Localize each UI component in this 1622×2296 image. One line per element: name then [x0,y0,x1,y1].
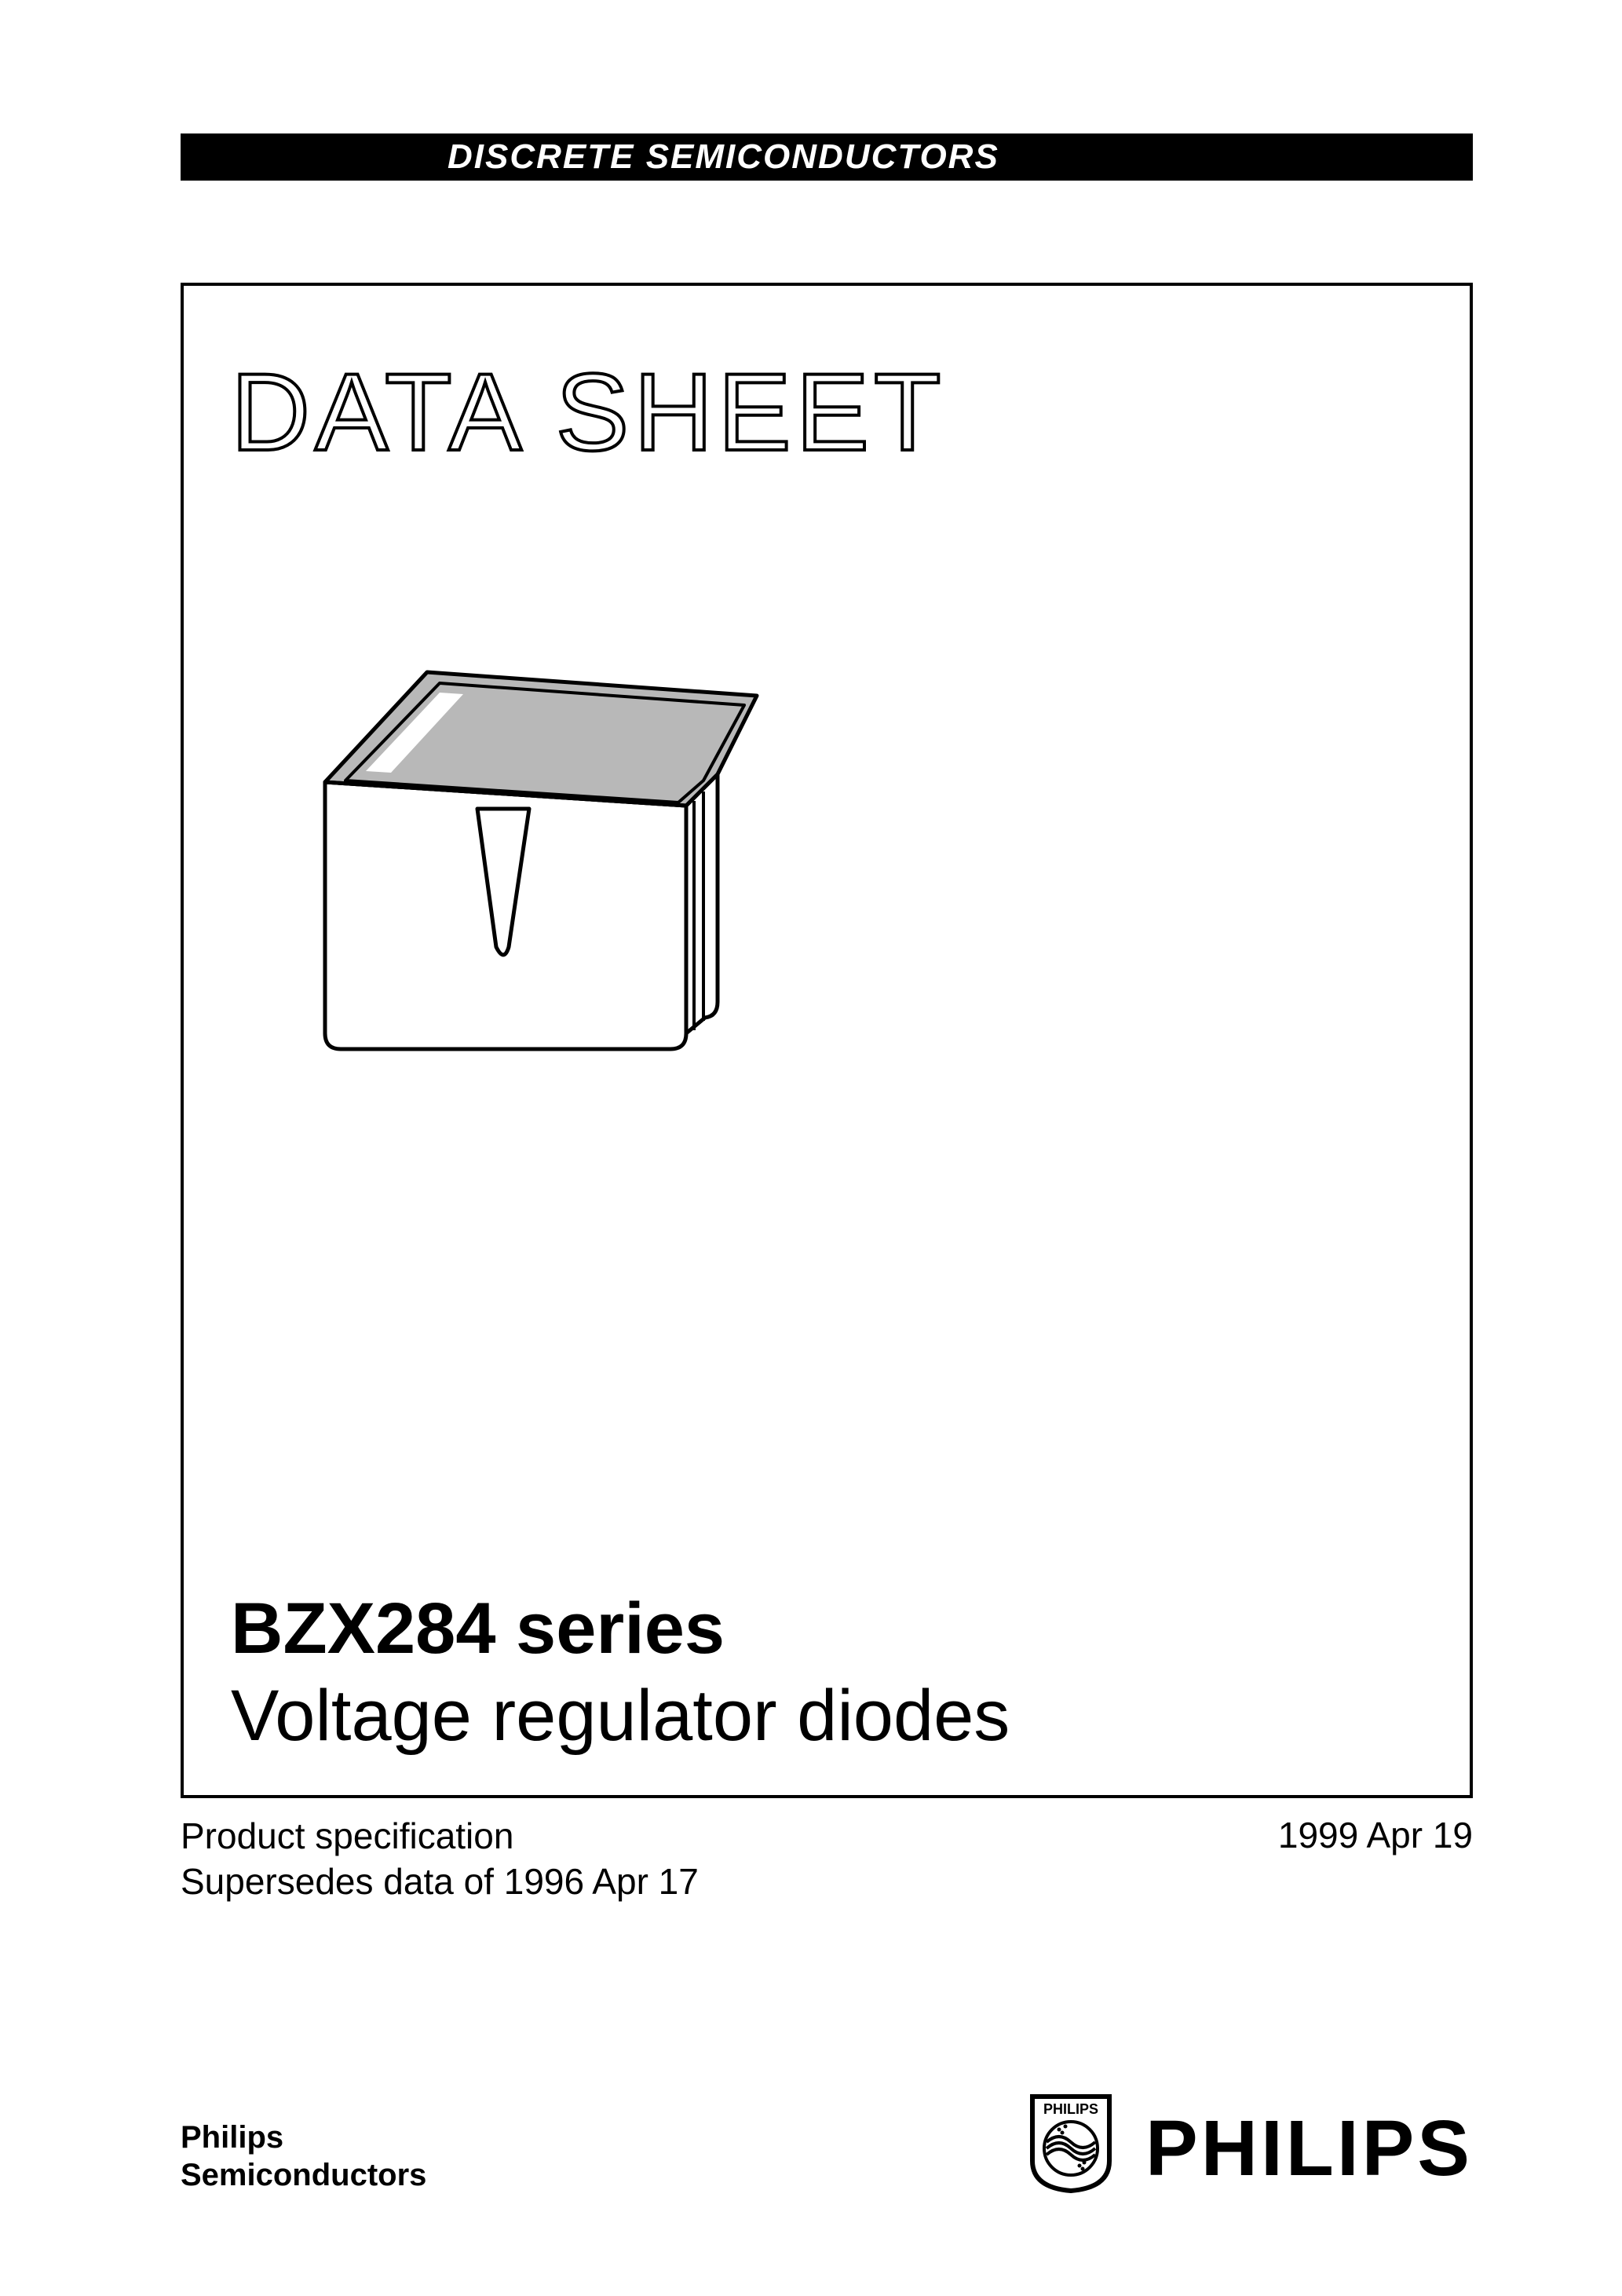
meta-row: Product specification Supersedes data of… [181,1814,1473,1904]
footer-brand-line2: Semiconductors [181,2156,426,2194]
philips-wordmark: PHILIPS [1145,2104,1473,2194]
footer-left: Philips Semiconductors [181,2119,426,2194]
philips-shield-icon: PHILIPS [1028,2092,1114,2194]
series-block: BZX284 series Voltage regulator diodes [231,1588,1010,1757]
main-box: DATA SHEET BZX284 series Voltage regulat… [181,283,1473,1798]
spec-line: Product specification [181,1814,699,1859]
footer-brand-line1: Philips [181,2119,426,2156]
svg-text:PHILIPS: PHILIPS [1043,2101,1098,2117]
meta-date: 1999 Apr 19 [1278,1814,1473,1904]
page: DISCRETE SEMICONDUCTORS DATA SHEET BZX28… [0,0,1622,2296]
header-bar: DISCRETE SEMICONDUCTORS [181,133,1473,181]
footer: Philips Semiconductors PHILIPS PHILIPS [181,2092,1473,2194]
component-illustration [294,625,796,1080]
footer-right: PHILIPS PHILIPS [1028,2092,1473,2194]
series-name: BZX284 series [231,1588,1010,1670]
meta-left: Product specification Supersedes data of… [181,1814,699,1904]
supersedes-line: Supersedes data of 1996 Apr 17 [181,1859,699,1905]
data-sheet-title: DATA SHEET [231,349,1423,476]
header-bar-text: DISCRETE SEMICONDUCTORS [448,137,999,177]
series-desc: Voltage regulator diodes [231,1675,1010,1757]
